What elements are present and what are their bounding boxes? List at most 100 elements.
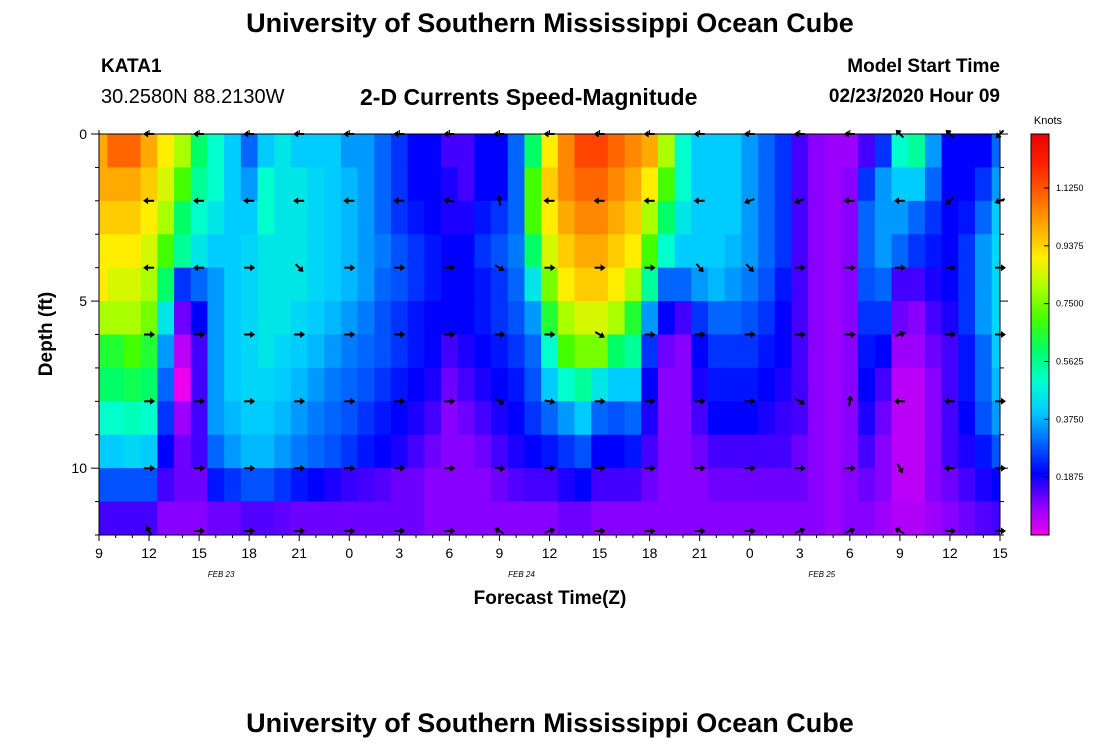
heat-cell: [691, 301, 709, 336]
heat-cell: [457, 334, 476, 369]
heat-cell: [941, 334, 959, 369]
heat-cell: [407, 301, 425, 336]
x-tick-label: 18: [642, 545, 658, 561]
heat-cell: [374, 267, 392, 302]
heat-cell: [541, 367, 559, 402]
heat-cell: [824, 501, 843, 535]
heat-cell: [524, 334, 542, 369]
current-arrow: [594, 527, 606, 535]
heat-cell: [307, 200, 325, 235]
heat-cell: [791, 234, 809, 269]
heat-cell: [357, 401, 375, 436]
heat-cell: [157, 367, 175, 402]
heat-cell: [157, 501, 175, 535]
y-tick-label: 5: [79, 293, 87, 309]
current-arrow: [143, 197, 155, 205]
heat-cell: [708, 401, 726, 436]
heat-cell: [174, 468, 192, 503]
heat-cell: [441, 200, 459, 235]
heat-cell: [974, 267, 993, 302]
current-arrow: [344, 464, 356, 472]
x-tick-label: 9: [496, 545, 504, 561]
heat-cell: [724, 468, 742, 503]
heat-cell: [357, 501, 375, 535]
current-arrow: [643, 197, 655, 205]
heat-cell: [307, 501, 325, 535]
heat-cell: [357, 334, 375, 369]
heat-cell: [624, 501, 642, 535]
heat-cell: [774, 301, 793, 336]
heat-cell: [524, 200, 542, 235]
current-arrow: [544, 331, 556, 338]
heat-cell: [507, 468, 526, 503]
heat-cell: [924, 434, 943, 469]
heat-cell: [708, 367, 726, 402]
heat-cell: [958, 501, 976, 535]
heat-cell: [624, 401, 642, 436]
heat-cell: [724, 200, 742, 235]
heat-cell: [741, 501, 759, 535]
heat-cell: [274, 434, 292, 469]
heat-cell: [390, 200, 409, 235]
heat-cell: [307, 167, 325, 202]
current-arrow: [544, 464, 556, 472]
heat-cell: [841, 167, 859, 202]
heat-cell: [274, 468, 292, 503]
heat-cell: [574, 401, 592, 436]
current-arrow: [893, 197, 905, 205]
heat-cell: [507, 267, 526, 302]
current-arrow: [344, 264, 356, 272]
heat-cell: [774, 334, 793, 369]
heat-cell: [841, 434, 859, 469]
heat-cell: [324, 301, 342, 336]
heat-cell: [124, 267, 142, 302]
heat-cell: [290, 468, 309, 503]
heat-cell: [374, 167, 392, 202]
heat-cell: [390, 434, 409, 469]
x-axis-title: Forecast Time(Z): [474, 588, 627, 609]
heat-cell: [758, 167, 776, 202]
heat-cell: [607, 367, 626, 402]
heat-cell: [674, 434, 692, 469]
current-arrow: [144, 397, 156, 405]
heat-cell: [474, 267, 492, 302]
heat-cell: [674, 200, 692, 235]
heat-cell: [724, 334, 742, 369]
heat-cell: [607, 401, 626, 436]
heat-cell: [674, 234, 692, 269]
current-arrow: [894, 527, 905, 535]
heat-cell: [824, 468, 843, 503]
heat-cell: [841, 134, 859, 169]
heat-cell: [574, 301, 592, 336]
heat-cell: [891, 301, 909, 336]
current-arrow: [594, 264, 606, 272]
heat-cell: [741, 334, 759, 369]
heat-cell: [607, 167, 626, 202]
heat-cell: [357, 267, 375, 302]
heat-cell: [390, 234, 409, 269]
heat-cell: [374, 134, 392, 169]
heat-cell: [958, 334, 976, 369]
heat-cell: [708, 501, 726, 535]
heat-cell: [507, 434, 526, 469]
heat-cell: [340, 468, 359, 503]
heat-cell: [841, 234, 859, 269]
current-arrow: [644, 397, 656, 405]
heat-cell: [240, 367, 259, 402]
heat-cell: [390, 301, 409, 336]
heat-cell: [841, 267, 859, 302]
current-arrow: [294, 527, 306, 535]
heat-cell: [991, 501, 1000, 535]
heat-cell: [407, 367, 425, 402]
heat-cell: [774, 200, 793, 235]
heat-cell: [390, 468, 409, 503]
current-arrow: [193, 197, 205, 205]
heat-cell: [924, 301, 943, 336]
heat-cell: [691, 501, 709, 535]
current-arrow: [794, 527, 806, 534]
x-tick-label: 21: [291, 545, 307, 561]
heat-cell: [324, 468, 342, 503]
heat-cell: [424, 367, 442, 402]
heat-cell: [457, 267, 476, 302]
heat-cell: [190, 200, 209, 235]
